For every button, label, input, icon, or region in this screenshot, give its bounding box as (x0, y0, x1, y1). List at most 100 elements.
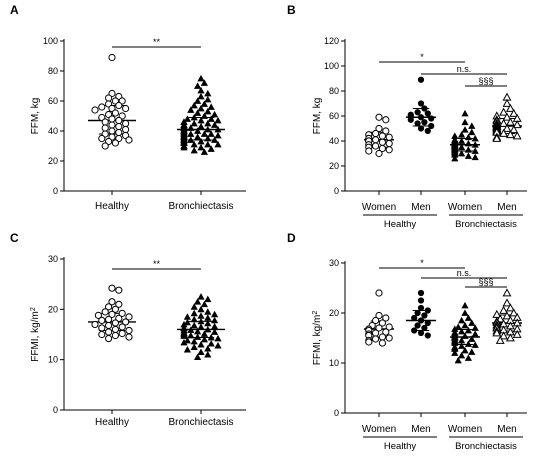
data-point (417, 304, 425, 312)
data-point (214, 334, 222, 342)
y-axis-label: FFM, kg (30, 98, 41, 135)
y-tick-label: 100 (43, 36, 58, 46)
data-point (372, 129, 380, 138)
data-point (197, 122, 205, 130)
series-0 (88, 284, 136, 343)
data-point (105, 328, 113, 336)
data-point (122, 318, 130, 326)
data-point (499, 305, 509, 314)
data-point (502, 112, 512, 121)
y-axis-label-text: FFM, kg (30, 98, 41, 135)
group-label: Healthy (384, 219, 416, 230)
x-tick-label: Women (448, 424, 482, 435)
data-point (505, 130, 515, 139)
data-point (105, 321, 113, 330)
data-point (200, 335, 208, 343)
data-point (111, 331, 120, 340)
y-tick-label: 20 (329, 161, 339, 171)
data-point (499, 118, 509, 127)
data-point (428, 115, 435, 122)
y-axis-label: FFM, kg (312, 98, 323, 135)
data-point (505, 303, 515, 312)
data-point (197, 348, 205, 355)
y-axis-label: FFMI, kg/m2 (30, 307, 42, 362)
data-point (451, 132, 459, 139)
data-point (512, 120, 522, 129)
data-point (458, 342, 466, 349)
series-1 (406, 76, 436, 135)
data-point (421, 119, 428, 126)
data-point (197, 317, 205, 325)
data-point (197, 323, 205, 330)
data-point (101, 308, 109, 316)
series-0 (364, 289, 394, 347)
data-point (385, 334, 393, 342)
data-point (197, 104, 205, 112)
x-tick-label: Men (411, 424, 430, 435)
data-point (382, 116, 390, 124)
data-point (471, 330, 479, 337)
data-point (378, 144, 386, 153)
data-point (108, 284, 116, 292)
series-1 (177, 74, 225, 155)
data-point (190, 315, 198, 323)
data-point (105, 334, 113, 343)
y-axis-label-text: FFMI, kg/m (312, 315, 323, 366)
y-axis-label-superscript: 2 (312, 311, 319, 315)
data-point (194, 353, 202, 361)
data-point (468, 335, 476, 342)
data-point (461, 126, 469, 133)
data-point (458, 351, 466, 359)
data-point (111, 305, 120, 313)
series-0 (364, 113, 394, 158)
data-point (180, 332, 188, 339)
y-tick-label: 60 (329, 111, 339, 121)
data-point (105, 94, 113, 102)
data-point (385, 323, 393, 331)
data-point (414, 120, 421, 127)
data-point (502, 288, 512, 297)
data-point (464, 133, 472, 141)
data-point (204, 95, 212, 103)
data-point (183, 346, 191, 353)
data-point (190, 146, 198, 154)
data-point (187, 326, 195, 333)
data-point (451, 154, 459, 162)
data-point (211, 110, 219, 118)
data-point (424, 319, 431, 327)
data-point (204, 344, 212, 352)
data-point (509, 108, 519, 117)
group-label: Healthy (384, 441, 416, 452)
x-tick-label: Bronchiectasis (168, 417, 233, 428)
data-point (214, 140, 222, 148)
data-point (194, 333, 202, 340)
panel-letter: D (287, 231, 296, 245)
data-point (91, 106, 99, 114)
data-point (183, 336, 191, 344)
data-point (211, 310, 219, 318)
data-point (115, 122, 123, 131)
data-point (464, 146, 472, 153)
data-point (492, 328, 502, 337)
data-point (417, 125, 425, 132)
panel-d: D 0 10 20 30 FFMI, kg/m2 Women Men Women Men Healt… (287, 231, 527, 452)
data-point (214, 341, 222, 349)
data-point (118, 309, 126, 317)
data-point (492, 133, 502, 142)
data-point (424, 127, 431, 135)
data-point (197, 340, 205, 348)
data-point (108, 115, 116, 123)
data-point (190, 113, 198, 121)
data-point (108, 53, 116, 62)
panel-letter: B (287, 3, 296, 17)
data-point (417, 317, 425, 324)
data-point (197, 312, 205, 319)
data-point (464, 139, 472, 147)
data-point (125, 313, 133, 321)
data-point (382, 328, 390, 336)
data-point (197, 86, 205, 94)
data-point (382, 127, 390, 135)
data-point (118, 329, 126, 338)
data-point (183, 318, 191, 326)
